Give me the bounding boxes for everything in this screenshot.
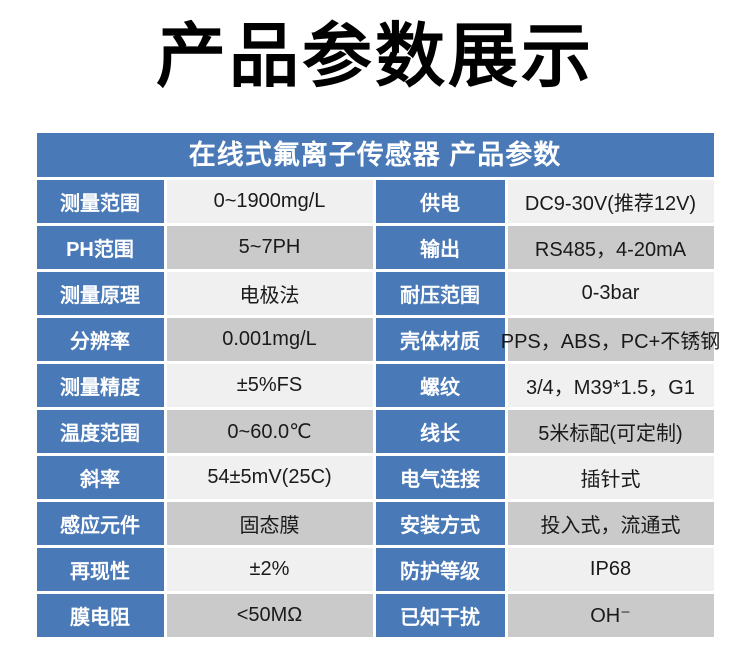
param-label: 再现性 <box>36 547 164 591</box>
spec-table: 在线式氟离子传感器 产品参数 测量范围 0~1900mg/L 供电 DC9-30… <box>36 132 720 637</box>
param-value: RS485，4-20mA <box>507 225 714 269</box>
param-label: 耐压范围 <box>375 271 505 315</box>
param-label: 输出 <box>375 225 505 269</box>
param-value: IP68 <box>507 547 714 591</box>
param-value: 5~7PH <box>166 225 373 269</box>
param-label: 斜率 <box>36 455 164 499</box>
page-title: 产品参数展示 <box>156 17 594 95</box>
param-label: 螺纹 <box>375 363 505 407</box>
param-label: 电气连接 <box>375 455 505 499</box>
param-value: 插针式 <box>507 455 714 499</box>
param-label: 安装方式 <box>375 501 505 545</box>
spec-grid: 测量范围 0~1900mg/L 供电 DC9-30V(推荐12V) PH范围 5… <box>36 179 720 637</box>
param-value: 电极法 <box>166 271 373 315</box>
param-label: 供电 <box>375 179 505 223</box>
param-value: 0~60.0℃ <box>166 409 373 453</box>
param-label: PH范围 <box>36 225 164 269</box>
param-value: ±2% <box>166 547 373 591</box>
param-label: 防护等级 <box>375 547 505 591</box>
param-value: 0-3bar <box>507 271 714 315</box>
param-label: 已知干扰 <box>375 593 505 637</box>
param-label: 膜电阻 <box>36 593 164 637</box>
param-value: 固态膜 <box>166 501 373 545</box>
param-label: 温度范围 <box>36 409 164 453</box>
table-header: 在线式氟离子传感器 产品参数 <box>36 132 714 177</box>
param-value: <50MΩ <box>166 593 373 637</box>
param-value: 投入式，流通式 <box>507 501 714 545</box>
param-value: DC9-30V(推荐12V) <box>507 179 714 223</box>
param-label: 测量原理 <box>36 271 164 315</box>
param-label: 线长 <box>375 409 505 453</box>
param-value: 54±5mV(25C) <box>166 455 373 499</box>
param-label: 测量精度 <box>36 363 164 407</box>
param-value: 3/4，M39*1.5，G1 <box>507 363 714 407</box>
param-label: 测量范围 <box>36 179 164 223</box>
param-value: OH⁻ <box>507 593 714 637</box>
param-label: 感应元件 <box>36 501 164 545</box>
param-value: PPS，ABS，PC+不锈钢 <box>501 317 720 361</box>
param-value: 0.001mg/L <box>166 317 373 361</box>
param-value: ±5%FS <box>166 363 373 407</box>
param-value: 5米标配(可定制) <box>507 409 714 453</box>
param-value: 0~1900mg/L <box>166 179 373 223</box>
param-label: 壳体材质 <box>375 317 505 361</box>
param-label: 分辨率 <box>36 317 164 361</box>
